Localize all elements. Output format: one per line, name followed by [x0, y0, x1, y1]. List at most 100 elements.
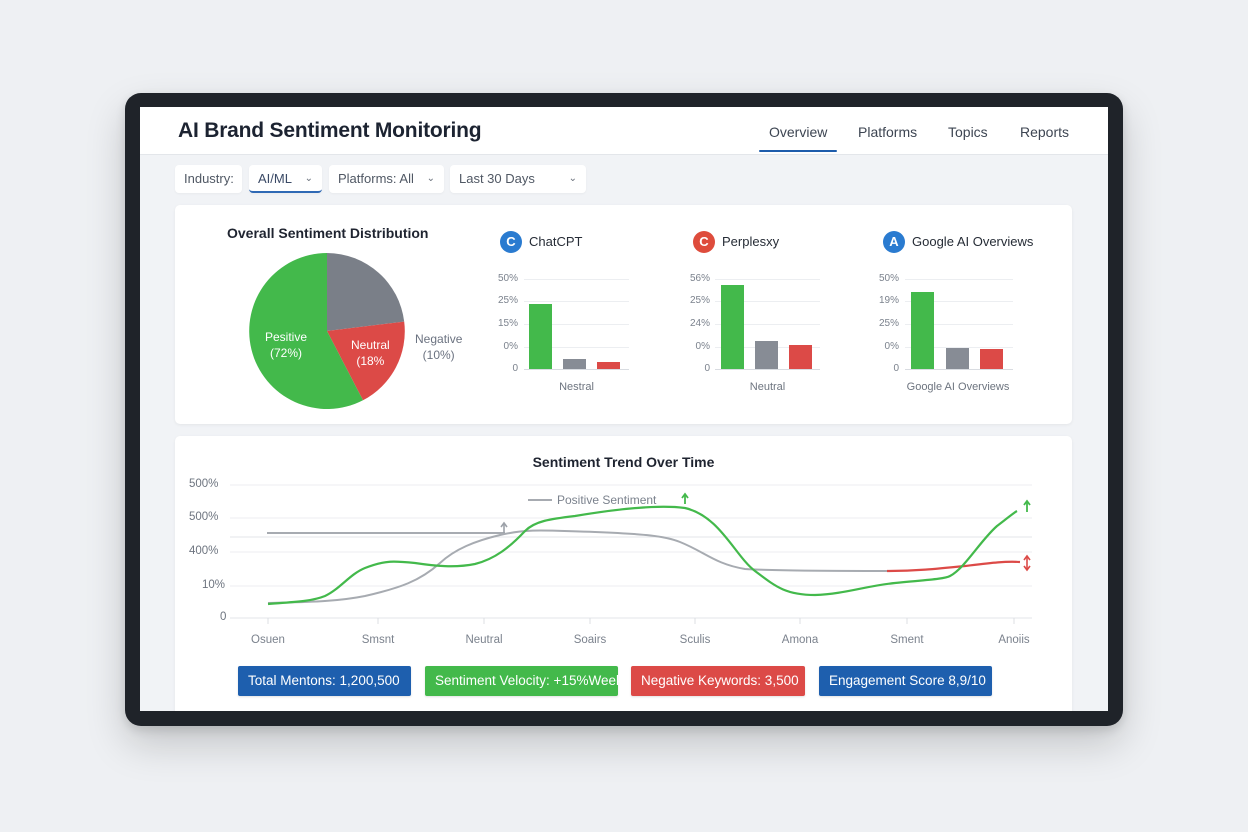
- pie-slice-neutral-gray[interactable]: [327, 253, 405, 331]
- arrow-up-green-icon: [1023, 499, 1031, 512]
- kpi-total-mentions[interactable]: Total Mentons: 1,200,500: [238, 666, 411, 696]
- y-tick: 500%: [189, 511, 219, 523]
- tab-platforms[interactable]: Platforms: [858, 124, 918, 140]
- x-label: Soairs: [573, 634, 607, 646]
- gray-sentiment-line[interactable]: [267, 529, 888, 604]
- trend-line-chart: [230, 484, 1032, 624]
- y-tick: 0%: [884, 341, 899, 352]
- platform-bar-chart: 50% 25% 15% 0% 0 Nestral: [498, 273, 650, 393]
- platform-name: ChatCPT: [529, 234, 583, 249]
- x-label: Sculis: [679, 634, 711, 646]
- bar-positive[interactable]: [721, 285, 744, 369]
- grid-line: [524, 324, 629, 325]
- y-tick: 0: [893, 363, 899, 374]
- trend-chart-title: Sentiment Trend Over Time: [532, 454, 715, 470]
- platform-google-ai-overviews: A Google AI Overviews 50% 19% 25% 0% 0: [879, 231, 1063, 401]
- pie-label-negative: Negative (10%): [415, 331, 462, 363]
- pie-slice-red[interactable]: [327, 321, 405, 401]
- bar-neutral[interactable]: [946, 348, 969, 369]
- bar-positive[interactable]: [911, 292, 934, 369]
- bar-neutral[interactable]: [563, 359, 586, 369]
- chevron-down-icon: ⌄: [426, 173, 435, 184]
- y-tick: 50%: [878, 273, 899, 284]
- pie-label-positive-name: Pesitive: [265, 330, 308, 344]
- tab-reports[interactable]: Reports: [1020, 124, 1070, 140]
- perplexity-logo-icon: C: [693, 231, 715, 253]
- grid-line: [905, 324, 1013, 325]
- chatgpt-logo-icon: C: [500, 231, 522, 253]
- grid-line: [715, 301, 820, 302]
- x-axis-label: Google AI Overviews: [906, 381, 1010, 393]
- platform-perplexity: C Perplesxy 56% 25% 24% 0% 0: [690, 231, 873, 401]
- y-tick: 19%: [878, 295, 899, 306]
- kpi-sentiment-velocity[interactable]: Sentiment Velocity: +15%Week: [425, 666, 623, 696]
- pie-label-neutral: Neutral (18%: [351, 337, 390, 369]
- y-tick: 25%: [878, 318, 899, 329]
- grid-line: [524, 301, 629, 302]
- x-label: Anoiis: [998, 634, 1030, 646]
- x-axis: [715, 369, 820, 370]
- date-range-select-value: Last 30 Days: [459, 171, 535, 186]
- x-label: Sment: [890, 634, 924, 646]
- platform-chatgpt: C ChatCPT 50% 25% 15% 0% 0: [498, 231, 680, 401]
- platform-bar-chart: 56% 25% 24% 0% 0 Neutral: [690, 273, 843, 393]
- sentiment-trend-card: Sentiment Trend Over Time: [175, 436, 1072, 711]
- green-sentiment-line[interactable]: [267, 505, 1018, 606]
- x-axis: [524, 369, 629, 370]
- bar-negative[interactable]: [789, 345, 812, 369]
- pie-chart-title: Overall Sentiment Distribution: [227, 225, 429, 241]
- bar-negative[interactable]: [597, 362, 620, 369]
- x-ticks: [267, 618, 1015, 624]
- sentiment-pie-chart: Pesitive (72%) Neutral (18%: [247, 251, 407, 411]
- grid-line: [905, 301, 1013, 302]
- google-ai-logo-icon: A: [883, 231, 905, 253]
- y-tick: 24%: [689, 318, 710, 329]
- arrow-up-green-icon: [681, 492, 689, 504]
- x-axis: [905, 369, 1013, 370]
- platform-name: Google AI Overviews: [912, 234, 1034, 249]
- y-tick: 50%: [497, 273, 518, 284]
- platform-bar-chart: 50% 19% 25% 0% 0 Google AI Overviews: [879, 273, 1033, 393]
- grid-line: [524, 279, 629, 280]
- pie-label-neutral-name: Neutral: [351, 338, 390, 352]
- pie-label-negative-pct: (10%): [422, 348, 455, 362]
- bar-negative[interactable]: [980, 349, 1003, 369]
- grid-line: [905, 279, 1013, 280]
- y-tick: 15%: [497, 318, 518, 329]
- x-label: Amona: [781, 634, 819, 646]
- x-label: Neutral: [465, 634, 503, 646]
- kpi-negative-keywords[interactable]: Negative Keywords: 3,500: [631, 666, 805, 696]
- sentiment-overview-card: Overall Sentiment Distribution Pesitive …: [175, 205, 1072, 424]
- industry-select-value: AI/ML: [258, 171, 292, 186]
- pie-svg: [249, 253, 405, 409]
- x-axis-label: Nestral: [559, 381, 594, 393]
- app-header: AI Brand Sentiment Monitoring Overview P…: [140, 107, 1108, 155]
- tab-overview[interactable]: Overview: [758, 124, 838, 152]
- platforms-select[interactable]: Platforms: All ⌄: [329, 165, 444, 193]
- date-range-select[interactable]: Last 30 Days ⌄: [450, 165, 586, 193]
- bar-neutral[interactable]: [755, 341, 778, 369]
- monitor-frame: AI Brand Sentiment Monitoring Overview P…: [125, 93, 1123, 726]
- industry-select[interactable]: AI/ML ⌄: [249, 165, 322, 193]
- tab-topics[interactable]: Topics: [948, 124, 988, 140]
- x-label: Smsnt: [361, 634, 395, 646]
- platforms-select-value: Platforms: All: [338, 171, 414, 186]
- arrow-up-gray-icon: [500, 521, 508, 533]
- red-sentiment-line[interactable]: [886, 560, 1021, 573]
- y-tick: 25%: [497, 295, 518, 306]
- bar-positive[interactable]: [529, 304, 552, 369]
- pie-label-positive-pct: (72%): [270, 346, 303, 360]
- grid-lines: [230, 484, 1032, 587]
- arrow-up-down-red-icon: [1023, 554, 1031, 572]
- y-tick: 500%: [189, 478, 219, 490]
- app-screen: AI Brand Sentiment Monitoring Overview P…: [140, 107, 1108, 711]
- grid-line: [715, 324, 820, 325]
- pie-label-neutral-pct: (18%: [356, 354, 385, 368]
- chevron-down-icon: ⌄: [568, 173, 577, 184]
- pie-slice-positive[interactable]: [249, 253, 363, 409]
- kpi-engagement-score[interactable]: Engagement Score 8,9/10: [819, 666, 992, 696]
- grid-line: [905, 347, 1013, 348]
- y-tick: 25%: [689, 295, 710, 306]
- legend-label: Positive Sentiment: [557, 493, 657, 507]
- pie-label-negative-name: Negative: [415, 332, 463, 346]
